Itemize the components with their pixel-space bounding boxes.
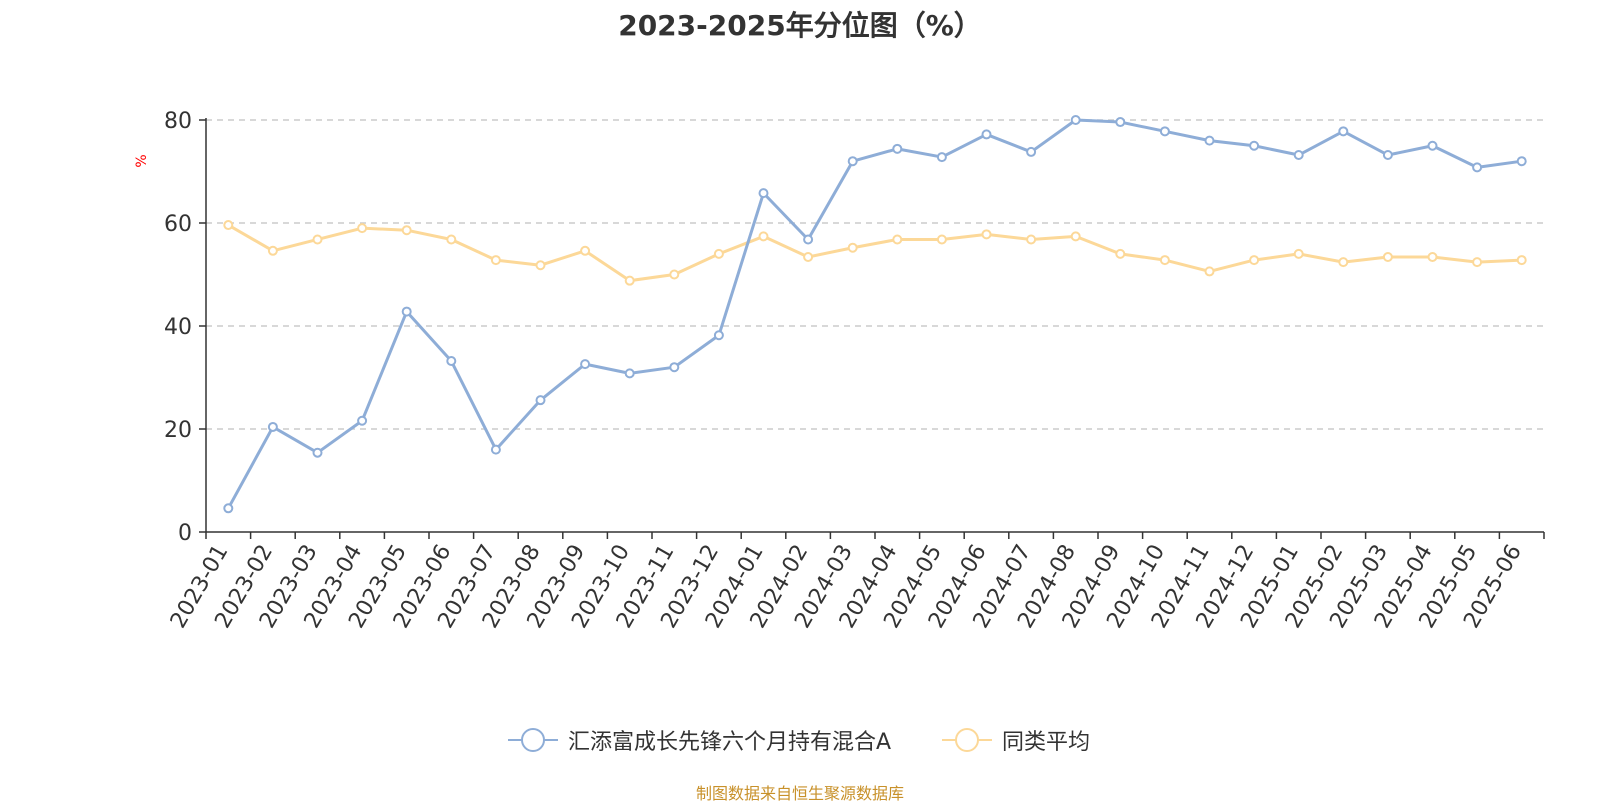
data-point[interactable] xyxy=(1249,255,1260,266)
data-point[interactable] xyxy=(624,275,635,286)
data-point[interactable] xyxy=(223,220,234,231)
data-point[interactable] xyxy=(713,248,724,259)
data-point[interactable] xyxy=(892,234,903,245)
data-point[interactable] xyxy=(847,242,858,253)
data-point[interactable] xyxy=(1026,234,1037,245)
data-point[interactable] xyxy=(446,356,457,367)
y-tick-label: 60 xyxy=(164,212,192,237)
data-point[interactable] xyxy=(1293,150,1304,161)
source-note: 制图数据来自恒生聚源数据库 xyxy=(695,784,904,803)
data-point[interactable] xyxy=(1070,115,1081,125)
data-point[interactable] xyxy=(981,229,992,240)
axes: 0204060802023-012023-022023-032023-04202… xyxy=(164,109,1545,633)
data-point[interactable] xyxy=(981,129,992,140)
legend-label: 汇添富成长先锋六个月持有混合A xyxy=(568,730,892,755)
legend-marker-icon xyxy=(942,728,992,752)
data-point[interactable] xyxy=(1472,257,1483,268)
gridlines xyxy=(206,119,1544,430)
data-point[interactable] xyxy=(847,156,858,167)
y-tick-label: 0 xyxy=(178,521,192,546)
y-tick-label: 40 xyxy=(164,315,192,340)
data-point[interactable] xyxy=(1382,251,1393,262)
data-point[interactable] xyxy=(1249,140,1260,151)
data-point[interactable] xyxy=(446,234,457,245)
data-point[interactable] xyxy=(312,447,323,458)
data-point[interactable] xyxy=(490,255,501,266)
data-point[interactable] xyxy=(267,245,278,256)
data-point[interactable] xyxy=(1115,117,1126,128)
data-point[interactable] xyxy=(669,362,680,373)
data-point[interactable] xyxy=(1427,251,1438,262)
data-point[interactable] xyxy=(713,330,724,341)
legend-label: 同类平均 xyxy=(1002,730,1091,755)
chart-title: 2023-2025年分位图（%） xyxy=(618,9,982,42)
data-point[interactable] xyxy=(401,225,412,236)
legend-marker-icon xyxy=(508,728,558,752)
data-point[interactable] xyxy=(892,143,903,154)
data-point[interactable] xyxy=(580,245,591,256)
data-point[interactable] xyxy=(580,359,591,370)
data-point[interactable] xyxy=(1026,146,1037,157)
data-point[interactable] xyxy=(1293,248,1304,259)
data-point[interactable] xyxy=(401,306,412,317)
data-point[interactable] xyxy=(1159,255,1170,266)
data-point[interactable] xyxy=(1159,126,1170,137)
data-point[interactable] xyxy=(1204,266,1215,277)
data-point[interactable] xyxy=(535,260,546,271)
data-point[interactable] xyxy=(1516,255,1527,266)
data-point[interactable] xyxy=(758,231,769,242)
data-point[interactable] xyxy=(803,234,814,245)
series-line xyxy=(227,223,1522,283)
data-point[interactable] xyxy=(669,269,680,280)
data-point[interactable] xyxy=(1427,140,1438,151)
data-point[interactable] xyxy=(535,395,546,406)
data-point[interactable] xyxy=(1115,248,1126,259)
legend-item-series-2[interactable]: 同类平均 xyxy=(942,722,1090,758)
data-point[interactable] xyxy=(1516,156,1527,167)
legend-item-series-1[interactable]: 汇添富成长先锋六个月持有混合A xyxy=(508,722,891,758)
data-point[interactable] xyxy=(1070,231,1081,242)
data-point[interactable] xyxy=(312,234,323,245)
data-point[interactable] xyxy=(936,234,947,245)
data-point[interactable] xyxy=(1204,135,1215,146)
data-point[interactable] xyxy=(1338,257,1349,268)
data-point[interactable] xyxy=(936,152,947,163)
data-point[interactable] xyxy=(357,223,368,234)
y-tick-label: 20 xyxy=(164,418,192,443)
data-point[interactable] xyxy=(1472,162,1483,173)
data-point[interactable] xyxy=(1382,150,1393,161)
data-point[interactable] xyxy=(267,421,278,432)
data-point[interactable] xyxy=(357,415,368,426)
series-line xyxy=(226,118,1522,510)
y-axis-label: % xyxy=(134,154,150,167)
data-point[interactable] xyxy=(758,188,769,199)
data-point[interactable] xyxy=(1338,126,1349,137)
data-point[interactable] xyxy=(490,444,501,455)
y-tick-label: 80 xyxy=(164,109,192,134)
data-point[interactable] xyxy=(803,251,814,262)
data-point[interactable] xyxy=(223,503,234,514)
data-point[interactable] xyxy=(624,368,635,379)
series xyxy=(223,115,1527,514)
